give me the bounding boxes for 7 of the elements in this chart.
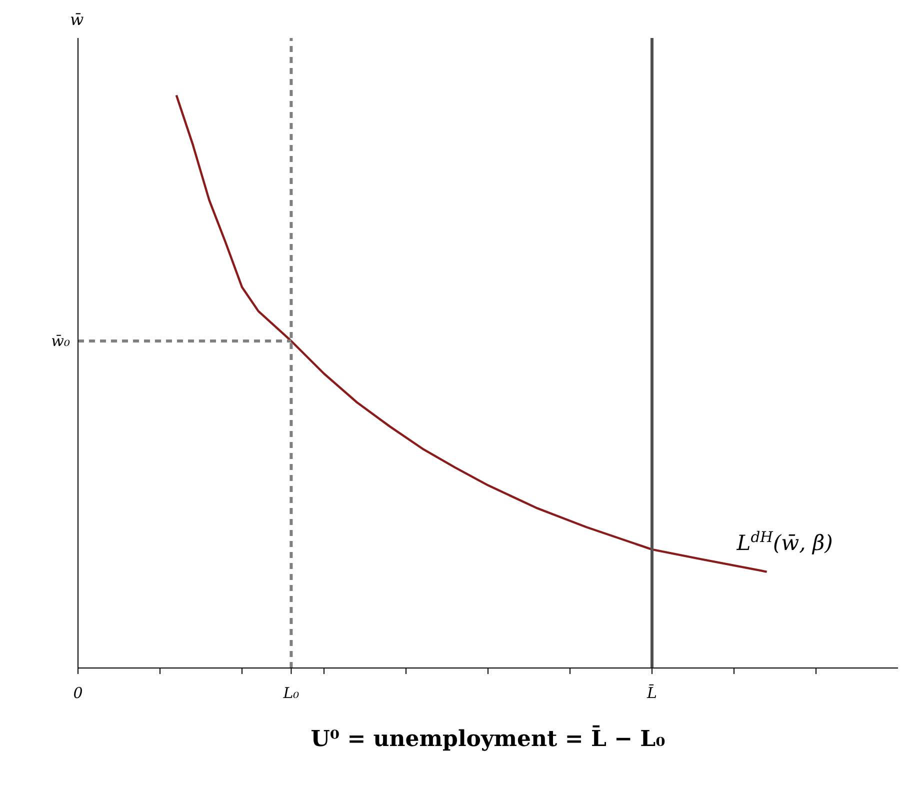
y-axis-title: w̄ (70, 10, 84, 29)
text: w̄₀ (51, 332, 70, 350)
x-tick-label: L₀ (282, 684, 300, 702)
x-tick-label: L̄ (646, 683, 658, 702)
annotation: L$^{dH}$(w̄, β) (736, 528, 833, 555)
x-tick-label: 0 (73, 684, 84, 702)
x-axis-title: U⁰ = unemployment = L̄ − L₀ (310, 724, 666, 752)
